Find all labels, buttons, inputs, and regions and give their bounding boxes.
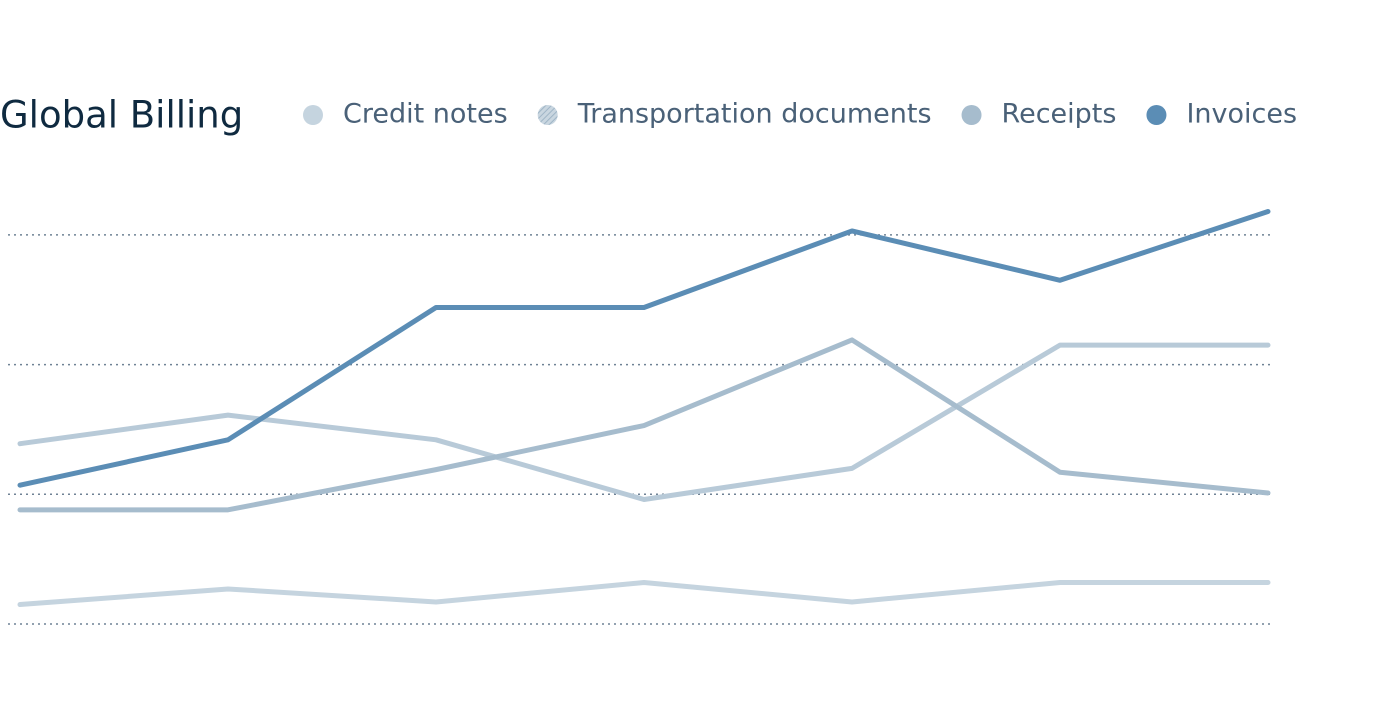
chart-title: Global Billing <box>0 94 243 137</box>
legend-label: Credit notes <box>343 99 508 130</box>
series-line <box>17 579 1271 608</box>
legend-label: Invoices <box>1186 99 1297 130</box>
series-line <box>17 337 1271 513</box>
legend-marker <box>537 105 558 125</box>
legend-label: Receipts <box>1002 99 1117 130</box>
legend-marker <box>303 105 323 125</box>
legend-marker <box>1146 105 1167 125</box>
series-line <box>17 209 1271 488</box>
series-line <box>17 342 1271 502</box>
legend-label: Transportation documents <box>577 99 932 130</box>
legend-marker <box>961 105 982 125</box>
